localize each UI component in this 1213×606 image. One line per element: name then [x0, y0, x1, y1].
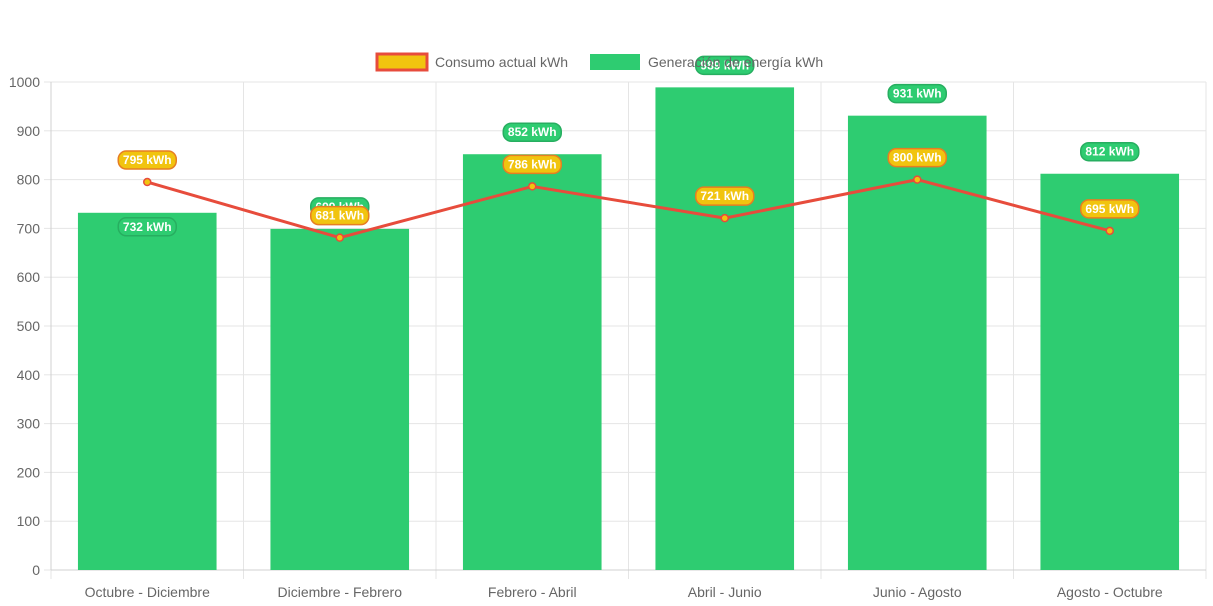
x-tick-label: Febrero - Abril — [488, 584, 577, 600]
data-label-generacion-text: 852 kWh — [508, 125, 557, 139]
data-label-generacion-box — [695, 55, 755, 76]
data-label-consumo: 695 kWh — [1080, 199, 1140, 219]
point-consumo[interactable] — [720, 213, 729, 223]
y-tick-label: 0 — [32, 562, 40, 578]
y-tick-label: 600 — [17, 269, 41, 285]
data-label-consumo: 800 kWh — [887, 147, 947, 168]
bar-generacion[interactable] — [1040, 173, 1180, 570]
data-label-consumo-box — [117, 150, 177, 170]
grid — [50, 81, 1207, 579]
data-label-consumo-text: 681 kWh — [315, 209, 364, 223]
legend-label-consumo[interactable]: Consumo actual kWh — [435, 54, 568, 70]
point-consumo[interactable] — [143, 177, 152, 187]
data-label-consumo: 795 kWh — [117, 150, 177, 170]
data-label-consumo-box — [310, 205, 370, 226]
data-label-consumo-text: 721 kWh — [700, 189, 749, 203]
legend-swatch-generacion[interactable] — [590, 54, 640, 70]
bar-generacion[interactable] — [77, 212, 217, 570]
y-tick-label: 1000 — [9, 74, 40, 90]
data-label-consumo-text: 695 kWh — [1085, 202, 1134, 216]
y-tick-label: 900 — [17, 123, 41, 139]
bar-series — [77, 87, 1180, 571]
x-tick-label: Junio - Agosto — [873, 584, 962, 600]
data-label-generacion: 931 kWh — [887, 83, 947, 104]
x-tick-label: Agosto - Octubre — [1057, 584, 1163, 600]
data-label-generacion-box — [887, 83, 947, 104]
y-tick-label: 400 — [17, 367, 41, 383]
data-label-generacion: 852 kWh — [502, 122, 562, 142]
y-tick-label: 300 — [17, 416, 41, 432]
x-axis: Octubre - Diciembre Diciembre - Febrero Fe… — [51, 569, 1206, 600]
y-tick-label: 500 — [17, 318, 41, 334]
data-label-consumo-text: 800 kWh — [893, 151, 942, 165]
data-label-consumo-box — [1080, 199, 1140, 219]
data-label-consumo-box — [502, 154, 562, 175]
data-label-generacion-text: 732 kWh — [123, 220, 172, 234]
legend: Consumo actual kWh Generación de energía… — [375, 52, 823, 72]
line-consumo — [146, 178, 1111, 240]
point-consumo[interactable] — [335, 233, 344, 242]
data-label-generacion-box — [502, 122, 562, 142]
line-series — [143, 175, 1114, 242]
y-axis: 0 100 200 300 400 500 600 700 800 900 1000 — [9, 74, 52, 578]
data-label-consumo-box — [695, 186, 755, 206]
point-consumo[interactable] — [528, 182, 537, 191]
bar-generacion[interactable] — [655, 87, 795, 571]
data-label-consumo-box — [887, 147, 947, 168]
y-tick-label: 200 — [17, 464, 41, 480]
x-tick-label: Octubre - Diciembre — [85, 584, 210, 600]
data-label-generacion: 989 kWh — [695, 55, 755, 76]
data-label-consumo: 681 kWh — [310, 205, 370, 226]
y-tick-label: 800 — [17, 172, 41, 188]
data-label-generacion-box — [117, 217, 177, 237]
data-label-generacion: 732 kWh — [117, 217, 177, 237]
data-label-generacion-text: 989 kWh — [700, 58, 749, 72]
y-tick-label: 100 — [17, 513, 41, 529]
data-label-generacion-box — [1080, 141, 1140, 162]
bar-generacion[interactable] — [462, 154, 602, 570]
data-label-consumo: 786 kWh — [502, 154, 562, 175]
legend-swatch-consumo[interactable] — [375, 52, 429, 72]
bar-generacion[interactable] — [270, 228, 410, 570]
y-tick-label: 700 — [17, 220, 41, 236]
point-consumo[interactable] — [913, 175, 922, 184]
data-label-consumo-text: 786 kWh — [508, 157, 557, 171]
legend-label-generacion[interactable]: Generación de energía kWh — [648, 54, 823, 70]
data-label-generacion-text: 812 kWh — [1085, 145, 1134, 159]
data-label-consumo-text: 795 kWh — [123, 153, 172, 167]
x-tick-label: Diciembre - Febrero — [278, 584, 403, 600]
x-tick-label: Abril - Junio — [688, 584, 762, 600]
data-label-consumo: 721 kWh — [695, 186, 755, 206]
data-label-generacion-text: 931 kWh — [893, 87, 942, 101]
data-label-generacion: 812 kWh — [1080, 141, 1140, 162]
point-consumo[interactable] — [1105, 226, 1114, 236]
